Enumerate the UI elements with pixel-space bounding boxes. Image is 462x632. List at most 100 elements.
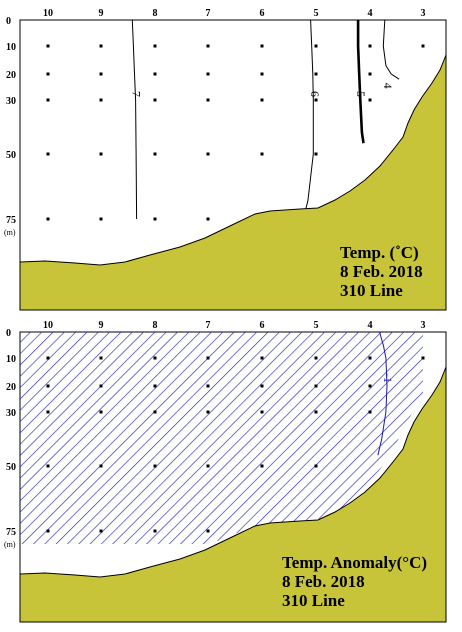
sample-point xyxy=(206,356,210,360)
sample-point xyxy=(314,72,318,76)
sample-point xyxy=(314,356,318,360)
sample-point xyxy=(314,44,318,48)
sample-point xyxy=(46,98,50,102)
contour-line-6 xyxy=(299,19,314,233)
sample-point xyxy=(314,384,318,388)
contour-lines: 7 6 5 4 xyxy=(129,19,400,233)
station-labels: 10 9 8 7 6 5 4 3 xyxy=(43,320,426,331)
depth-label: 20 xyxy=(6,382,16,393)
seabed xyxy=(19,366,447,623)
depth-label: 10 xyxy=(6,42,16,53)
sample-point xyxy=(99,356,103,360)
seabed xyxy=(19,54,447,311)
sample-point xyxy=(206,98,210,102)
contour-label: 5 xyxy=(354,91,368,97)
sample-point xyxy=(206,384,210,388)
sample-point xyxy=(46,217,50,221)
sample-point xyxy=(99,384,103,388)
panel-annotation-line-3: 310 Line xyxy=(340,281,403,300)
contour-label: 7 xyxy=(129,91,143,97)
sample-point xyxy=(260,464,264,468)
depth-label: 0 xyxy=(6,328,11,339)
sample-point xyxy=(99,152,103,156)
sample-point xyxy=(153,464,157,468)
station-label: 6 xyxy=(260,8,265,19)
sample-point xyxy=(368,384,372,388)
station-label: 4 xyxy=(368,320,373,331)
contour-label: -1 xyxy=(381,373,395,383)
sample-point xyxy=(46,410,50,414)
negative-anomaly-hatched-region xyxy=(20,332,423,544)
station-labels: 10 9 8 7 6 5 4 3 xyxy=(43,8,426,19)
station-label: 10 xyxy=(43,8,53,19)
depth-label: 75 xyxy=(6,527,16,538)
contour-line-7 xyxy=(131,19,138,220)
depth-label: 30 xyxy=(6,408,16,419)
sample-point xyxy=(153,410,157,414)
station-label: 8 xyxy=(153,320,158,331)
sample-point xyxy=(314,464,318,468)
sample-points xyxy=(46,44,425,221)
contour-line-4 xyxy=(382,19,400,80)
sample-point xyxy=(99,217,103,221)
depth-label: 20 xyxy=(6,70,16,81)
sample-point xyxy=(153,529,157,533)
sample-point xyxy=(314,152,318,156)
sample-point xyxy=(153,152,157,156)
depth-label: 50 xyxy=(6,462,16,473)
temperature-panel: 10 9 8 7 6 5 4 3 0 10 20 30 50 75 (m) 7 6 5 4 Temp. (˚C)… xyxy=(4,8,447,311)
contour-line-5 xyxy=(356,20,365,144)
sample-point xyxy=(153,384,157,388)
temperature-anomaly-panel: 10 9 8 7 6 5 4 3 0 10 20 30 50 75 (m) -1 Temp. Anomal… xyxy=(4,320,447,623)
sample-point xyxy=(46,152,50,156)
panel-annotation-line-2: 8 Feb. 2018 xyxy=(340,262,423,281)
sample-point xyxy=(153,72,157,76)
contour-lines: -1 xyxy=(377,331,395,456)
panel-annotation-line-1: Temp. (˚C) xyxy=(340,243,419,262)
depth-label: 0 xyxy=(6,16,11,27)
station-label: 3 xyxy=(421,8,426,19)
sample-point xyxy=(260,44,264,48)
contour-label: 6 xyxy=(308,91,322,97)
sample-point xyxy=(206,410,210,414)
contour-line--1 xyxy=(377,331,388,456)
sample-point xyxy=(368,98,372,102)
panel-annotation-line-2: 8 Feb. 2018 xyxy=(282,572,365,591)
sample-point xyxy=(368,44,372,48)
sample-point xyxy=(206,217,210,221)
sample-point xyxy=(368,356,372,360)
sample-point xyxy=(153,98,157,102)
sample-point xyxy=(260,384,264,388)
sample-point xyxy=(46,464,50,468)
sample-point xyxy=(99,98,103,102)
panel-annotation-line-3: 310 Line xyxy=(282,591,345,610)
sample-point xyxy=(314,98,318,102)
depth-unit-label: (m) xyxy=(4,228,16,237)
sample-point xyxy=(260,410,264,414)
station-label: 6 xyxy=(260,320,265,331)
station-label: 9 xyxy=(99,8,104,19)
sample-point xyxy=(206,529,210,533)
sample-point xyxy=(260,152,264,156)
sample-point xyxy=(99,464,103,468)
station-label: 7 xyxy=(206,8,211,19)
sample-point xyxy=(153,44,157,48)
sample-point xyxy=(260,98,264,102)
sample-point xyxy=(368,72,372,76)
sample-point xyxy=(46,356,50,360)
sample-point xyxy=(153,217,157,221)
sample-point xyxy=(46,72,50,76)
station-label: 4 xyxy=(368,8,373,19)
sample-point xyxy=(46,44,50,48)
sample-point xyxy=(99,72,103,76)
station-label: 5 xyxy=(314,320,319,331)
station-label: 5 xyxy=(314,8,319,19)
station-label: 10 xyxy=(43,320,53,331)
sample-point xyxy=(421,356,425,360)
sample-point xyxy=(206,44,210,48)
depth-unit-label: (m) xyxy=(4,540,16,549)
station-label: 7 xyxy=(206,320,211,331)
depth-labels: 0 10 20 30 50 75 (m) xyxy=(4,16,16,237)
sample-point xyxy=(206,464,210,468)
